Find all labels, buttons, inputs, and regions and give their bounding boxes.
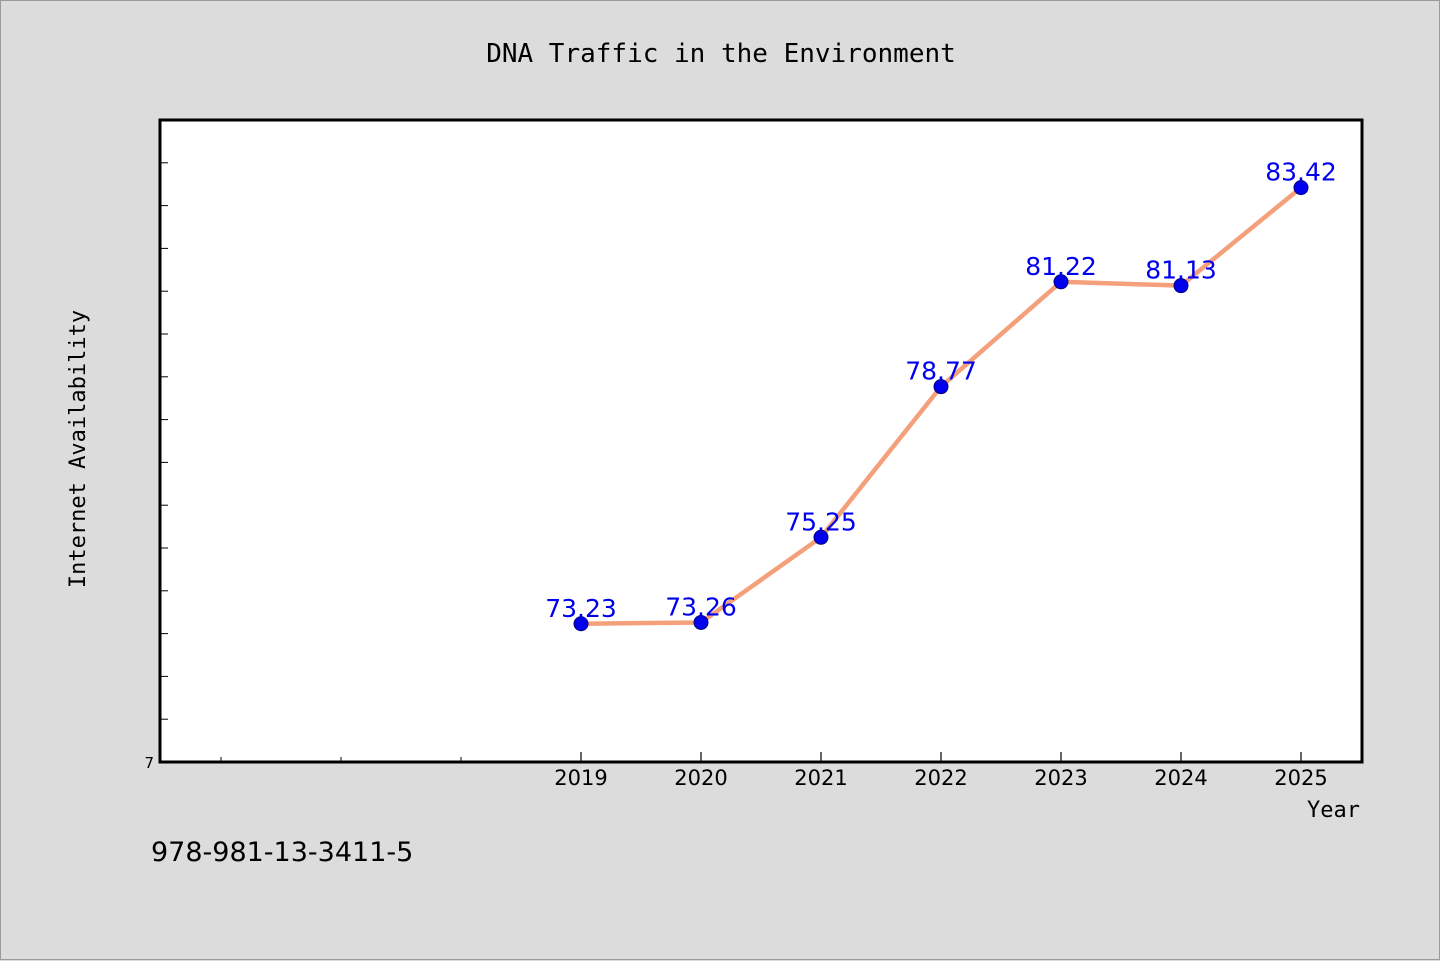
data-point <box>1293 180 1309 196</box>
data-point <box>693 614 709 630</box>
x-axis-ticks: 2019 2020 2021 2022 2023 2024 2025 <box>220 752 1328 790</box>
data-point <box>1173 278 1189 294</box>
footer-code: 978-981-13-3411-5 <box>151 837 414 868</box>
x-tick-label: 2021 <box>794 766 847 790</box>
data-label: 78.77 <box>905 357 977 386</box>
x-tick-label: 2022 <box>914 766 967 790</box>
data-point <box>813 529 829 545</box>
x-tick-label: 2025 <box>1274 766 1327 790</box>
x-tick-label: 2024 <box>1154 766 1207 790</box>
x-axis-label: Year <box>1307 798 1360 823</box>
y-axis-label: Internet Availability <box>66 310 91 588</box>
x-tick-label: 2019 <box>554 766 607 790</box>
data-point <box>1053 274 1069 290</box>
plot-area <box>158 118 1364 764</box>
series-group: 73.23 73.26 75.25 78.77 81.22 81.13 83.42 <box>545 158 1337 632</box>
data-label: 73.23 <box>545 594 617 623</box>
x-tick-label: 2020 <box>674 766 727 790</box>
data-label: 75.25 <box>785 507 857 536</box>
y-axis-ticks: 7 <box>144 119 168 772</box>
data-point <box>573 616 589 632</box>
y-tick-label: 7 <box>144 754 154 772</box>
chart-title: DNA Traffic in the Environment <box>486 39 956 69</box>
data-label: 81.13 <box>1145 256 1217 285</box>
data-label: 73.26 <box>665 592 737 621</box>
data-label: 83.42 <box>1265 158 1337 187</box>
data-label: 81.22 <box>1025 252 1097 281</box>
x-tick-label: 2023 <box>1034 766 1087 790</box>
data-point <box>933 379 949 395</box>
